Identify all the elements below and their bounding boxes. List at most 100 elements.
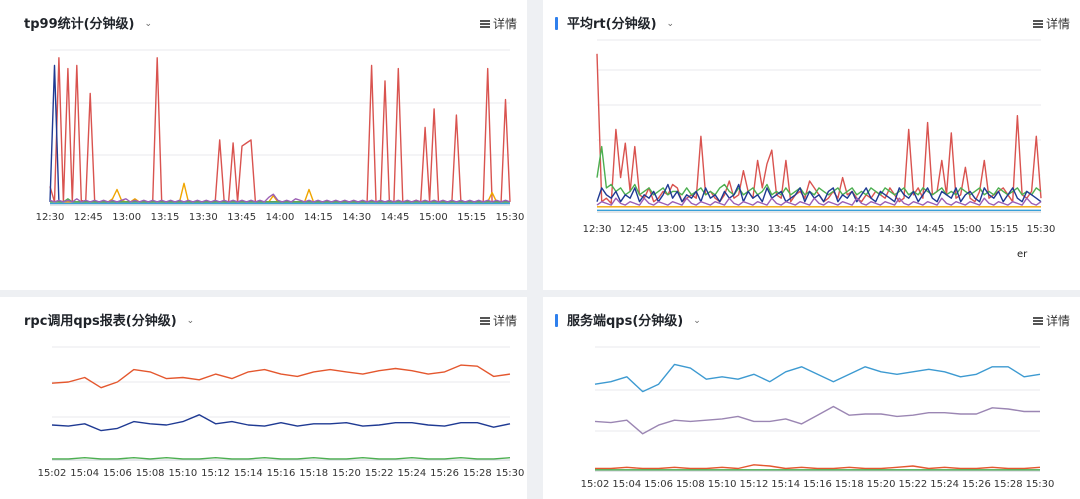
x-tick-label: 15:10 — [708, 479, 737, 490]
x-tick-label: 12:45 — [620, 224, 649, 235]
panel-title-text: 服务端qps(分钟级) — [567, 314, 684, 329]
series-line-2 — [52, 456, 511, 460]
panel-title-text: rpc调用qps报表(分钟级) — [24, 314, 177, 329]
panel-title[interactable]: rpc调用qps报表(分钟级) ⌄ — [24, 310, 194, 329]
detail-label: 详情 — [1045, 17, 1070, 31]
x-tick-label: 15:06 — [644, 479, 673, 490]
panel-title[interactable]: 平均rt(分钟级) ⌄ — [567, 13, 674, 32]
x-tick-label: 15:22 — [898, 479, 927, 490]
panel-title-text: tp99统计(分钟级) — [24, 17, 135, 32]
series-line-0 — [51, 364, 511, 389]
x-tick-label: 14:00 — [266, 212, 295, 223]
x-tick-label: 15:26 — [962, 479, 991, 490]
x-tick-label: 15:30 — [496, 468, 525, 479]
x-tick-label: 15:18 — [299, 468, 328, 479]
x-tick-label: 15:15 — [990, 224, 1019, 235]
x-tick-label: 15:30 — [1026, 479, 1055, 490]
server-qps-chart: 15:02 15:04 15:06 15:08 15:10 15:12 15:14 15:16… — [581, 346, 1055, 490]
x-tick-label: 13:15 — [694, 224, 723, 235]
x-tick-label: 15:28 — [994, 479, 1023, 490]
x-tick-label: 15:18 — [835, 479, 864, 490]
x-tick-label: 15:16 — [803, 479, 832, 490]
series-line-2 — [595, 464, 1041, 470]
x-tick-label: 14:30 — [879, 224, 908, 235]
x-tick-label: 15:26 — [430, 468, 459, 479]
x-tick-label: 15:20 — [867, 479, 896, 490]
x-tick-label: 15:04 — [612, 479, 641, 490]
x-tick-label: 14:45 — [381, 212, 410, 223]
x-tick-label: 15:10 — [168, 468, 197, 479]
series-line-1 — [49, 64, 510, 203]
panel-header: tp99统计(分钟级) ⌄ 详情 — [0, 0, 527, 46]
chevron-down-icon[interactable]: ⌄ — [186, 316, 195, 326]
x-tick-label: 13:45 — [768, 224, 797, 235]
x-tick-label: 12:30 — [583, 224, 612, 235]
x-tick-label: 15:22 — [365, 468, 394, 479]
truncated-text: er — [1017, 249, 1028, 260]
x-tick-label: 15:30 — [496, 212, 525, 223]
x-tick-label: 13:15 — [151, 212, 180, 223]
x-tick-label: 15:24 — [930, 479, 959, 490]
detail-button[interactable]: 详情 — [479, 15, 517, 32]
x-tick-label: 15:00 — [419, 212, 448, 223]
server-qps-panel: 服务端qps(分钟级) ⌄ 详情 15:02 15:04 15:06 15:08 15:1… — [543, 297, 1080, 499]
detail-label: 详情 — [492, 314, 517, 328]
x-tick-label: 15:15 — [457, 212, 486, 223]
x-tick-label: 13:00 — [657, 224, 686, 235]
accent-bar — [555, 314, 558, 327]
accent-bar — [555, 17, 558, 30]
series-line-2 — [50, 182, 510, 203]
panel-title[interactable]: 服务端qps(分钟级) ⌄ — [567, 310, 701, 329]
x-tick-label: 14:15 — [304, 212, 333, 223]
chevron-down-icon[interactable]: ⌄ — [693, 316, 701, 326]
panel-header: 服务端qps(分钟级) ⌄ 详情 — [543, 297, 1080, 343]
x-tick-label: 15:14 — [234, 468, 263, 479]
x-tick-label: 15:12 — [740, 479, 769, 490]
tp99-chart: 12:30 12:45 13:00 13:15 13:30 13:45 14:00 14:15… — [36, 49, 525, 223]
series-line-0 — [594, 363, 1041, 393]
series-line-1 — [51, 414, 511, 432]
list-icon — [1032, 317, 1043, 325]
x-tick-label: 15:06 — [103, 468, 132, 479]
x-tick-label: 15:02 — [38, 468, 67, 479]
panel-title-text: 平均rt(分钟级) — [567, 17, 657, 32]
x-tick-label: 15:28 — [463, 468, 492, 479]
series-line-3 — [50, 198, 510, 203]
panel-title[interactable]: tp99统计(分钟级) ⌄ — [24, 13, 152, 32]
list-icon — [479, 20, 490, 28]
detail-button[interactable]: 详情 — [479, 312, 517, 329]
detail-button[interactable]: 详情 — [1032, 312, 1070, 329]
x-tick-label: 15:12 — [201, 468, 230, 479]
x-tick-label: 15:16 — [267, 468, 296, 479]
list-icon — [479, 317, 490, 325]
list-icon — [1032, 20, 1043, 28]
detail-label: 详情 — [1045, 314, 1070, 328]
series-line-3 — [596, 197, 1042, 206]
x-tick-label: 14:30 — [342, 212, 371, 223]
series-line-1 — [594, 405, 1040, 435]
series-line-0 — [49, 57, 511, 203]
x-tick-label: 15:02 — [581, 479, 610, 490]
series-line-1 — [596, 145, 1042, 196]
rpc-qps-chart: 15:02 15:04 15:06 15:08 15:10 15:12 15:14 15:16… — [38, 346, 525, 479]
x-tick-label: 14:45 — [916, 224, 945, 235]
x-tick-label: 12:30 — [36, 212, 65, 223]
x-tick-label: 13:30 — [189, 212, 218, 223]
avg-rt-panel: 平均rt(分钟级) ⌄ 详情 12:30 12:45 13:00 13:15 13:30 1… — [543, 0, 1080, 290]
panel-header: 平均rt(分钟级) ⌄ 详情 — [543, 0, 1080, 46]
avg-rt-chart: 12:30 12:45 13:00 13:15 13:30 13:45 14:00 14:15… — [583, 39, 1055, 235]
x-tick-label: 15:08 — [676, 479, 705, 490]
x-tick-label: 15:00 — [953, 224, 982, 235]
rpc-qps-panel: rpc调用qps报表(分钟级) ⌄ 详情 15:02 15:04 15:06 15:08… — [0, 297, 527, 499]
chevron-down-icon[interactable]: ⌄ — [666, 19, 675, 29]
x-tick-label: 15:04 — [70, 468, 99, 479]
chevron-down-icon[interactable]: ⌄ — [144, 19, 153, 29]
x-tick-label: 14:00 — [805, 224, 834, 235]
x-tick-label: 13:00 — [112, 212, 141, 223]
detail-button[interactable]: 详情 — [1032, 15, 1070, 32]
x-tick-label: 15:24 — [397, 468, 426, 479]
x-tick-label: 15:14 — [771, 479, 800, 490]
series-line-0 — [596, 53, 1042, 205]
x-tick-label: 13:30 — [731, 224, 760, 235]
series-line-2 — [596, 183, 1042, 203]
